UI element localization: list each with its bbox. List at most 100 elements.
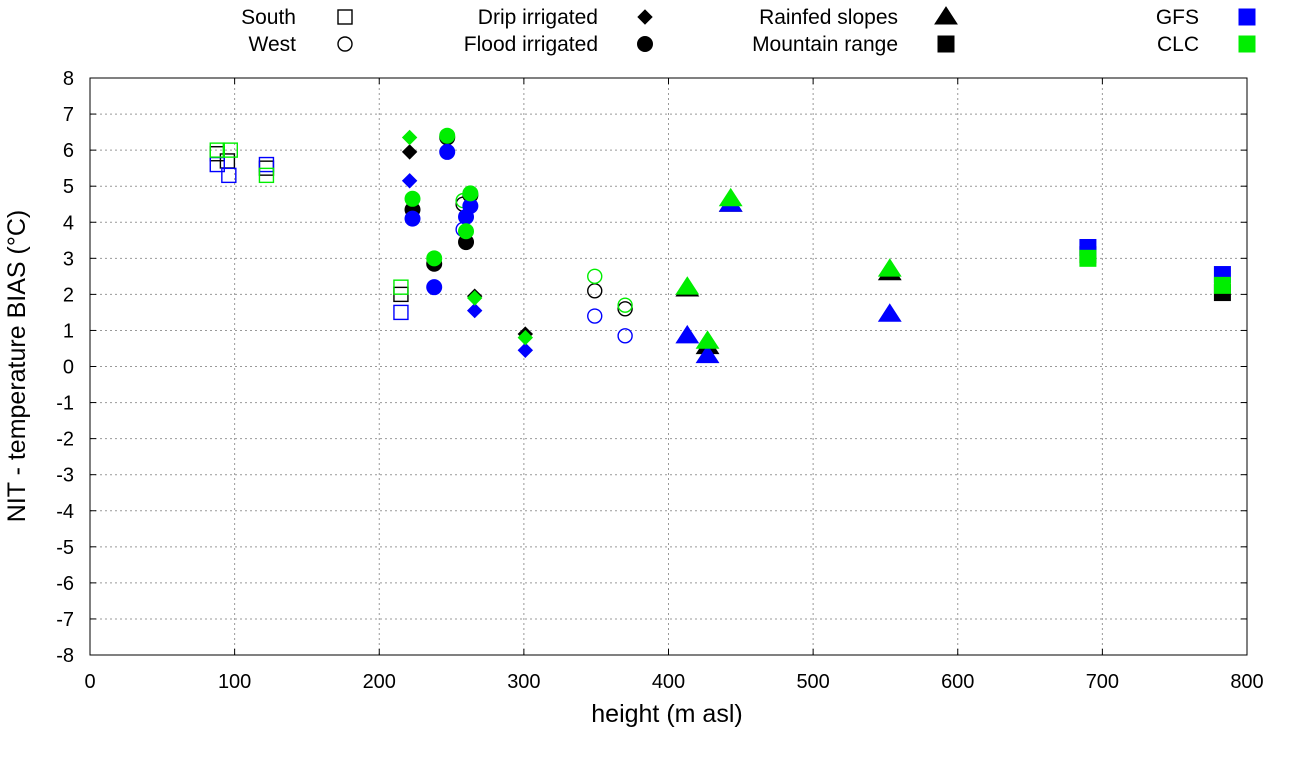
- data-point: [393, 304, 409, 321]
- legend-label: Rainfed slopes: [759, 6, 898, 29]
- data-point: [221, 167, 237, 184]
- data-point: [587, 283, 603, 299]
- data-point: [877, 303, 902, 322]
- data-point: [439, 143, 456, 160]
- legend-entry: Flood irrigated: [464, 33, 653, 56]
- data-point: [393, 279, 409, 295]
- data-point: [258, 167, 275, 184]
- series-south-black: [209, 146, 409, 303]
- data-point: [458, 223, 475, 240]
- legend-entry: Drip irrigated: [478, 6, 653, 29]
- data-point: [466, 290, 483, 306]
- y-tick-label: 6: [63, 140, 74, 162]
- legend-marker: [1238, 8, 1256, 26]
- data-point: [517, 329, 534, 346]
- data-point: [426, 250, 443, 267]
- legend: South West Drip irrigated Flood irrigated Ra…: [241, 6, 1256, 56]
- y-tick-label: 4: [63, 212, 74, 234]
- series-west-gfs: [455, 221, 633, 344]
- x-axis-label: height (m asl): [591, 700, 742, 728]
- legend-marker: [937, 35, 955, 53]
- y-tick-label: -3: [56, 465, 74, 487]
- legend-marker: [337, 36, 353, 52]
- data-point: [617, 297, 633, 313]
- x-tick-label: 400: [652, 671, 685, 693]
- data-point: [222, 142, 238, 158]
- legend-label: Drip irrigated: [478, 6, 598, 29]
- x-tick-label: 0: [84, 671, 95, 693]
- y-tick-label: -2: [56, 429, 74, 451]
- legend-entry: GFS: [1156, 6, 1256, 29]
- data-point: [695, 330, 720, 349]
- legend-entry: South: [241, 6, 353, 29]
- y-tick-label: 3: [63, 248, 74, 270]
- legend-label: CLC: [1157, 33, 1199, 56]
- axis-ticks: 0 100 200 300 400 500 600 700 800 -8 -7 -6 -5 -4 -3 -2 -…: [56, 68, 1263, 693]
- grid: [90, 78, 1247, 655]
- x-tick-label: 100: [218, 671, 251, 693]
- x-tick-label: 600: [941, 671, 974, 693]
- data-point: [675, 276, 700, 295]
- y-tick-label: -5: [56, 537, 74, 559]
- legend-label: West: [249, 33, 297, 56]
- legend-entry: CLC: [1157, 33, 1256, 56]
- plot-frame: [89, 77, 1248, 656]
- series-drip-gfs: [401, 173, 534, 358]
- data-point: [587, 268, 603, 285]
- legend-label: Mountain range: [752, 33, 898, 56]
- series-flood-gfs: [404, 143, 479, 296]
- y-tick-label: 0: [63, 357, 74, 379]
- data-point: [439, 127, 456, 144]
- x-tick-label: 500: [796, 671, 829, 693]
- legend-marker: [337, 9, 353, 25]
- data-point: [877, 258, 902, 277]
- legend-marker: [637, 36, 653, 52]
- data-point: [466, 302, 483, 319]
- series-west-black: [455, 196, 633, 317]
- data-point: [517, 342, 534, 358]
- series-mountain-gfs: [1079, 238, 1231, 284]
- legend-entry: Rainfed slopes: [759, 6, 958, 29]
- legend-marker: [637, 9, 653, 25]
- legend-label: South: [241, 6, 296, 29]
- data-point: [258, 156, 275, 173]
- data-point: [401, 144, 418, 160]
- x-tick-label: 200: [363, 671, 396, 693]
- legend-entry: West: [249, 33, 353, 56]
- legend-entry: Mountain range: [752, 33, 955, 56]
- x-tick-label: 300: [507, 671, 540, 693]
- data-point: [587, 308, 603, 324]
- legend-marker: [1238, 35, 1256, 53]
- y-tick-label: -8: [56, 645, 74, 667]
- series-mountain-clc: [1079, 249, 1231, 294]
- data-points: [209, 127, 1231, 364]
- legend-label: GFS: [1156, 6, 1199, 29]
- data-point: [209, 142, 225, 158]
- y-tick-label: -4: [56, 501, 74, 523]
- y-tick-label: 1: [63, 320, 74, 342]
- series-south-gfs: [209, 156, 409, 321]
- legend-marker: [934, 6, 958, 25]
- series-south-clc: [209, 142, 409, 295]
- data-point: [401, 129, 418, 146]
- data-point: [426, 279, 443, 296]
- data-point: [617, 301, 633, 317]
- y-tick-label: 2: [63, 284, 74, 306]
- data-point: [718, 187, 743, 207]
- series-rainfed-clc: [675, 187, 902, 349]
- data-point: [695, 344, 720, 364]
- y-tick-label: 8: [63, 68, 74, 90]
- data-point: [462, 185, 479, 202]
- y-axis-label: NIT - temperature BIAS (°C): [3, 210, 31, 522]
- data-point: [617, 328, 633, 344]
- y-tick-label: -1: [56, 393, 74, 415]
- y-tick-label: -7: [56, 609, 74, 631]
- series-rainfed-black: [675, 193, 902, 355]
- y-tick-label: 5: [63, 176, 74, 198]
- series-drip-clc: [401, 129, 534, 346]
- y-tick-label: -6: [56, 573, 74, 595]
- legend-label: Flood irrigated: [464, 33, 598, 56]
- data-point: [404, 210, 421, 227]
- data-point: [1213, 276, 1231, 294]
